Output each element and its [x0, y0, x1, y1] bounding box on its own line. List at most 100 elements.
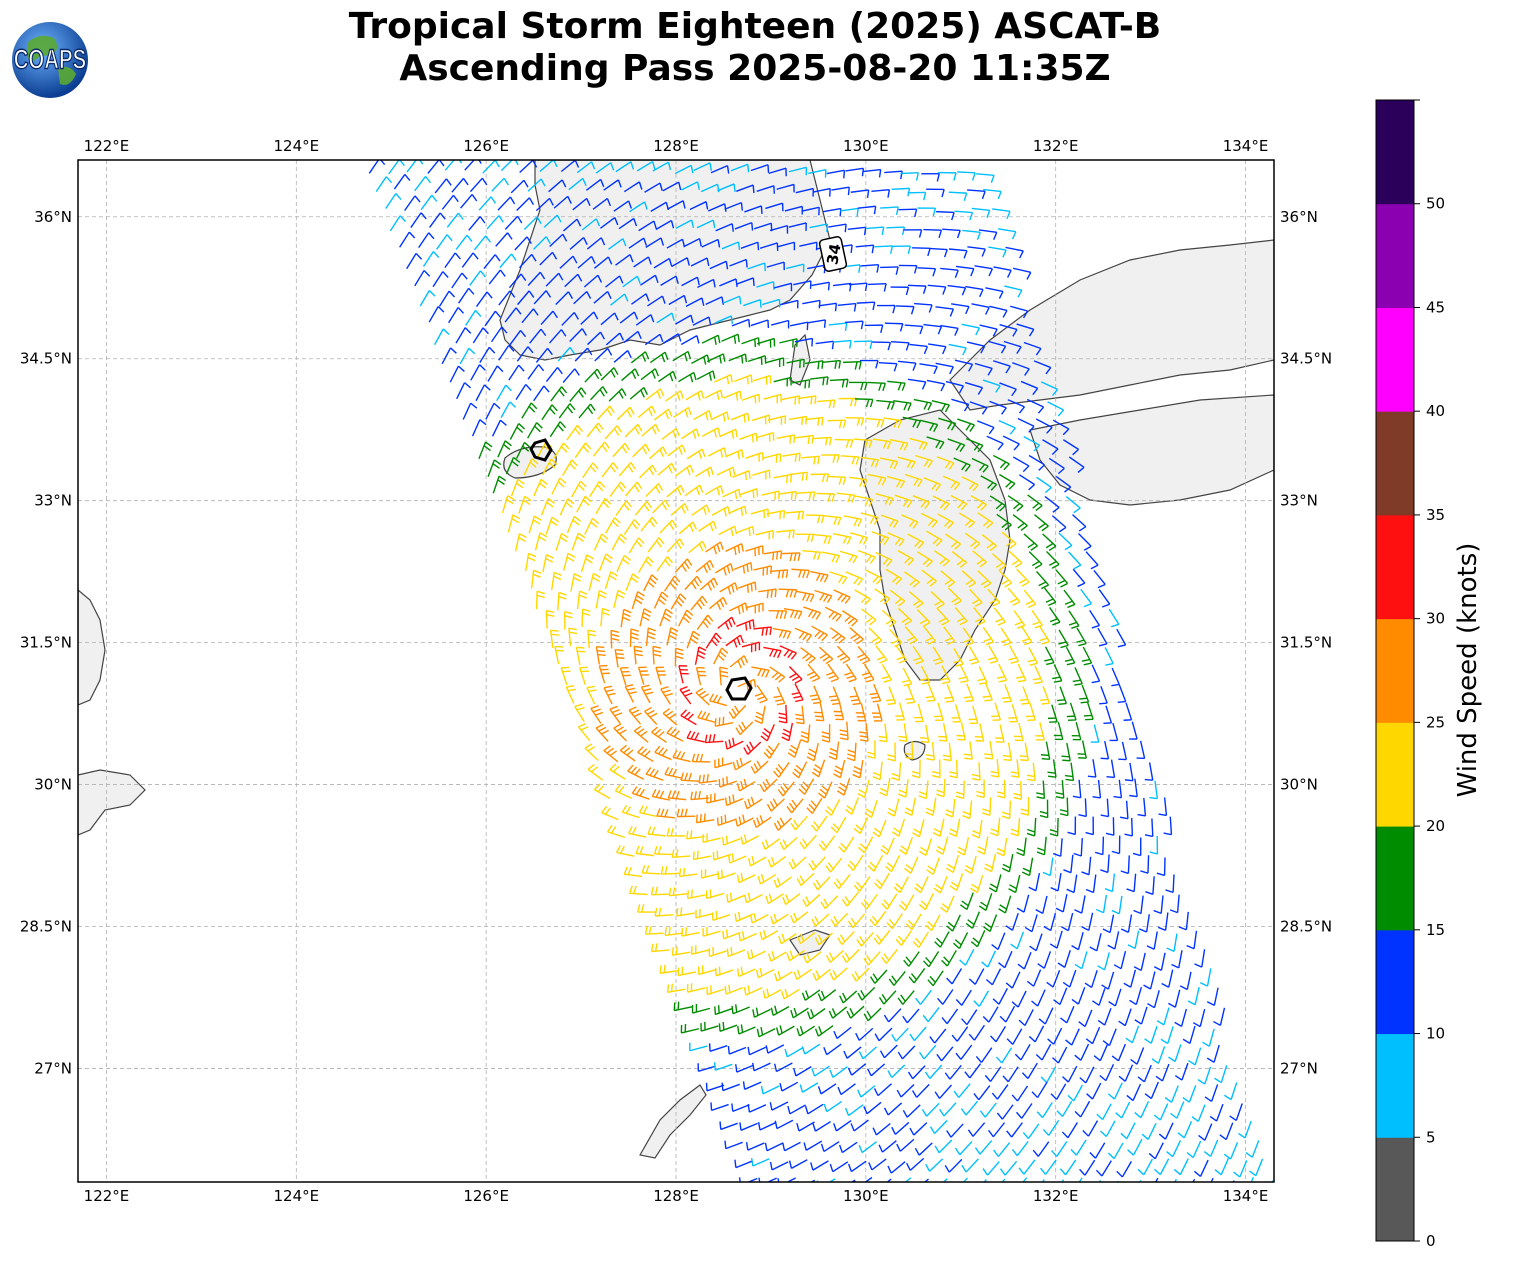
wind-barb — [854, 495, 874, 507]
wind-barb — [1042, 1119, 1060, 1136]
wind-barb — [732, 470, 751, 481]
wind-barb — [690, 790, 709, 801]
wind-barb — [868, 627, 883, 646]
wind-barb — [1233, 1160, 1248, 1178]
wind-barb — [714, 716, 734, 727]
wind-barb — [806, 1008, 826, 1020]
wind-barb — [491, 177, 509, 192]
wind-barb — [1059, 797, 1069, 817]
wind-barb — [735, 721, 754, 736]
wind-barb — [652, 645, 662, 665]
wind-barb — [705, 632, 722, 649]
wind-barb — [724, 984, 744, 995]
wind-barb — [560, 160, 580, 173]
wind-barb — [1065, 1028, 1080, 1046]
wind-barb — [833, 589, 851, 604]
wind-barb — [1058, 532, 1073, 551]
wind-barb — [613, 723, 627, 742]
wind-barb — [800, 647, 816, 664]
wind-barb — [801, 206, 820, 216]
wind-barb — [767, 855, 787, 868]
wind-barb — [1144, 762, 1154, 781]
wind-barb — [535, 590, 545, 610]
wind-barb — [946, 854, 960, 874]
wind-barb — [861, 663, 875, 683]
wind-barb — [729, 655, 749, 669]
wind-barb — [616, 845, 635, 857]
wind-barb — [441, 347, 457, 365]
wind-barb — [727, 853, 747, 864]
wind-barb — [764, 1142, 784, 1152]
wind-barb — [717, 616, 736, 630]
wind-barb — [728, 353, 748, 364]
wind-barb — [484, 310, 502, 327]
wind-barb — [1107, 1082, 1123, 1100]
wind-barb — [768, 951, 787, 962]
wind-barb — [916, 609, 931, 628]
wind-barb — [873, 1083, 893, 1097]
wind-barb — [631, 786, 650, 800]
wind-barb — [1146, 931, 1158, 950]
wind-barb — [664, 767, 683, 779]
wind-barb — [880, 206, 899, 215]
wind-barb — [976, 173, 995, 184]
colorbar-bin — [1376, 307, 1414, 412]
wind-barb — [561, 312, 580, 326]
wind-barb — [694, 646, 707, 665]
wind-barb — [674, 164, 694, 175]
wind-barb — [653, 257, 673, 269]
wind-barb — [559, 255, 578, 269]
wind-barb — [750, 319, 770, 329]
wind-barb — [907, 191, 927, 201]
wind-barb — [510, 478, 525, 497]
wind-barb — [1004, 285, 1023, 298]
wind-barb — [1081, 856, 1092, 876]
wind-barb — [970, 929, 986, 948]
wind-barb — [863, 951, 881, 966]
wind-barb — [965, 437, 984, 453]
wind-barb — [756, 1027, 776, 1038]
wind-barb — [1193, 1159, 1209, 1177]
wind-barb — [1071, 932, 1084, 951]
wind-barb — [666, 538, 685, 553]
wind-barb — [951, 1026, 969, 1042]
wind-barb — [786, 949, 805, 962]
wind-barb — [1066, 702, 1077, 722]
wind-barb — [638, 556, 654, 573]
wind-barb — [782, 893, 801, 906]
wind-barb — [895, 645, 908, 664]
colorbar-bin — [1376, 929, 1414, 1035]
wind-barb — [573, 290, 592, 305]
wind-barb — [884, 322, 904, 332]
wind-barb — [833, 1026, 852, 1040]
wind-barb — [418, 232, 435, 249]
lon-label-bottom: 130°E — [843, 1187, 889, 1205]
wind-barb — [929, 1028, 947, 1044]
wind-barb — [914, 875, 929, 894]
wind-barb — [860, 264, 880, 273]
wind-barb — [871, 531, 890, 545]
wind-barb — [686, 830, 705, 840]
wind-barb — [1113, 779, 1123, 799]
wind-barb — [984, 853, 997, 873]
wind-barb — [769, 1161, 789, 1171]
wind-barb — [1101, 971, 1115, 990]
wind-barb — [717, 183, 736, 192]
wind-barb — [779, 645, 797, 660]
wind-barb — [818, 646, 834, 665]
wind-barb — [1153, 1158, 1170, 1176]
wind-barb — [989, 400, 1007, 415]
wind-barb — [629, 386, 648, 400]
wind-barb — [1209, 1103, 1224, 1122]
wind-barb — [1010, 817, 1021, 837]
wind-barb — [839, 550, 858, 564]
wind-barb — [487, 365, 504, 382]
wind-barb — [945, 533, 962, 550]
wind-barb — [826, 663, 840, 683]
wind-barb — [550, 571, 562, 591]
wind-barb — [834, 438, 854, 448]
wind-barb — [599, 216, 619, 229]
wind-barb — [811, 759, 826, 778]
wind-barb — [898, 894, 915, 911]
wind-barb — [812, 968, 831, 981]
